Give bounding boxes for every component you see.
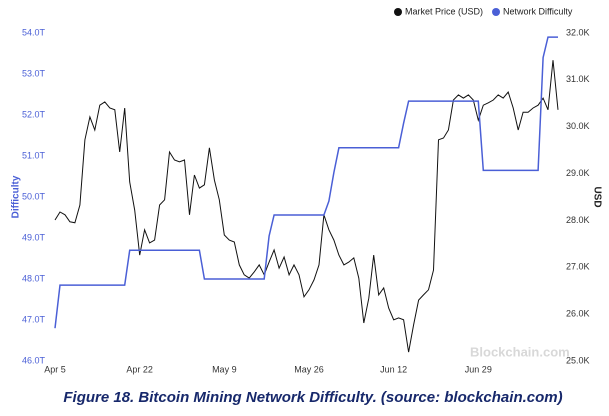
y2-tick-label: 30.0K	[566, 121, 590, 131]
legend-label: Market Price (USD)	[405, 6, 483, 16]
x-tick-label: Apr 22	[126, 364, 153, 374]
y2-tick-label: 28.0K	[566, 215, 590, 225]
y-tick-label: 53.0T	[22, 68, 46, 78]
x-tick-label: Jun 29	[465, 364, 492, 374]
y-tick-label: 50.0T	[22, 191, 46, 201]
y-tick-label: 48.0T	[22, 273, 46, 283]
x-tick-label: May 26	[294, 364, 324, 374]
y2-tick-label: 29.0K	[566, 168, 590, 178]
y2-tick-label: 26.0K	[566, 309, 590, 319]
line-1	[54, 36, 558, 329]
y2-tick-label: 25.0K	[566, 355, 590, 365]
y-tick-label: 47.0T	[22, 314, 46, 324]
y-tick-label: 54.0T	[22, 27, 46, 37]
y2-tick-label: 27.0K	[566, 262, 590, 272]
caption: Figure 18. Bitcoin Mining Network Diffic…	[63, 389, 562, 406]
legend-marker	[394, 8, 402, 16]
line-0	[54, 60, 559, 353]
watermark: Blockchain.com	[470, 344, 570, 359]
x-tick-label: Jun 12	[380, 364, 407, 374]
x-tick-label: Apr 5	[44, 364, 66, 374]
y-tick-label: 46.0T	[22, 355, 46, 365]
y-tick-label: 49.0T	[22, 232, 46, 242]
y2-tick-label: 32.0K	[566, 27, 590, 37]
y-tick-label: 52.0T	[22, 109, 46, 119]
x-tick-label: May 9	[212, 364, 237, 374]
legend-label: Network Difficulty	[503, 6, 573, 16]
y2-axis-title: USD	[591, 186, 602, 207]
legend-marker	[492, 8, 501, 16]
y2-tick-label: 31.0K	[566, 74, 590, 84]
y-tick-label: 51.0T	[22, 150, 46, 160]
y-axis-title: Difficulty	[11, 175, 22, 218]
